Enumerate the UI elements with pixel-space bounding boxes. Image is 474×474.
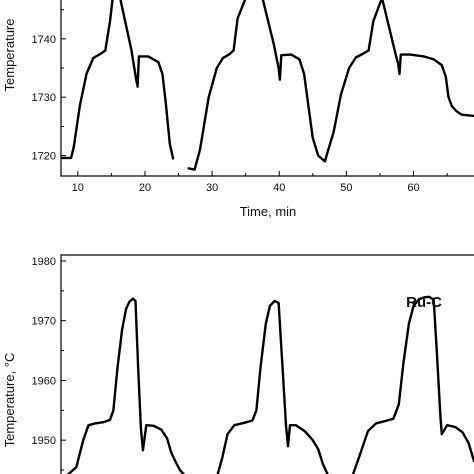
x-tick-label: 40 <box>273 182 285 194</box>
bottom-y-ticks: 1950 1960 1970 1980 <box>32 256 66 471</box>
y-tick-label: 1730 <box>32 92 56 104</box>
y-tick-label: 1960 <box>32 375 56 387</box>
series-line-3 <box>327 0 474 151</box>
series-line-2 <box>187 0 330 171</box>
y-tick-label: 1740 <box>32 34 56 46</box>
top-x-axis-label: Time, min <box>240 204 297 219</box>
x-tick-label: 10 <box>72 182 84 194</box>
bottom-y-axis-label: Temperature, °C <box>2 353 17 448</box>
bottom-panel: 1950 1960 1970 1980 Ru-C Temperature, °C <box>2 254 474 474</box>
bottom-plot-frame <box>60 254 474 474</box>
top-series-lines <box>60 0 474 171</box>
top-plot-frame <box>60 0 474 177</box>
x-tick-label: 20 <box>139 182 151 194</box>
y-tick-label: 1980 <box>32 256 56 268</box>
series-line-1 <box>60 0 175 160</box>
x-tick-label: 30 <box>206 182 218 194</box>
top-y-ticks: 1720 1730 1740 <box>32 9 66 163</box>
top-panel: 1720 1730 1740 10 20 30 40 50 60 Time, min Temp… <box>2 0 474 219</box>
top-x-ticks: 10 20 30 40 50 60 <box>72 171 448 194</box>
series-line-2 <box>216 299 329 474</box>
y-tick-label: 1720 <box>32 151 56 163</box>
bottom-panel-title: Ru-C <box>406 294 442 311</box>
series-line-1 <box>66 297 186 474</box>
y-tick-label: 1950 <box>32 435 56 447</box>
series-line-3 <box>351 295 474 474</box>
y-tick-label: 1970 <box>32 316 56 328</box>
bottom-series-lines <box>66 295 474 474</box>
x-tick-label: 60 <box>407 182 419 194</box>
x-tick-label: 50 <box>340 182 352 194</box>
top-y-axis-label: Temperature <box>2 19 17 92</box>
